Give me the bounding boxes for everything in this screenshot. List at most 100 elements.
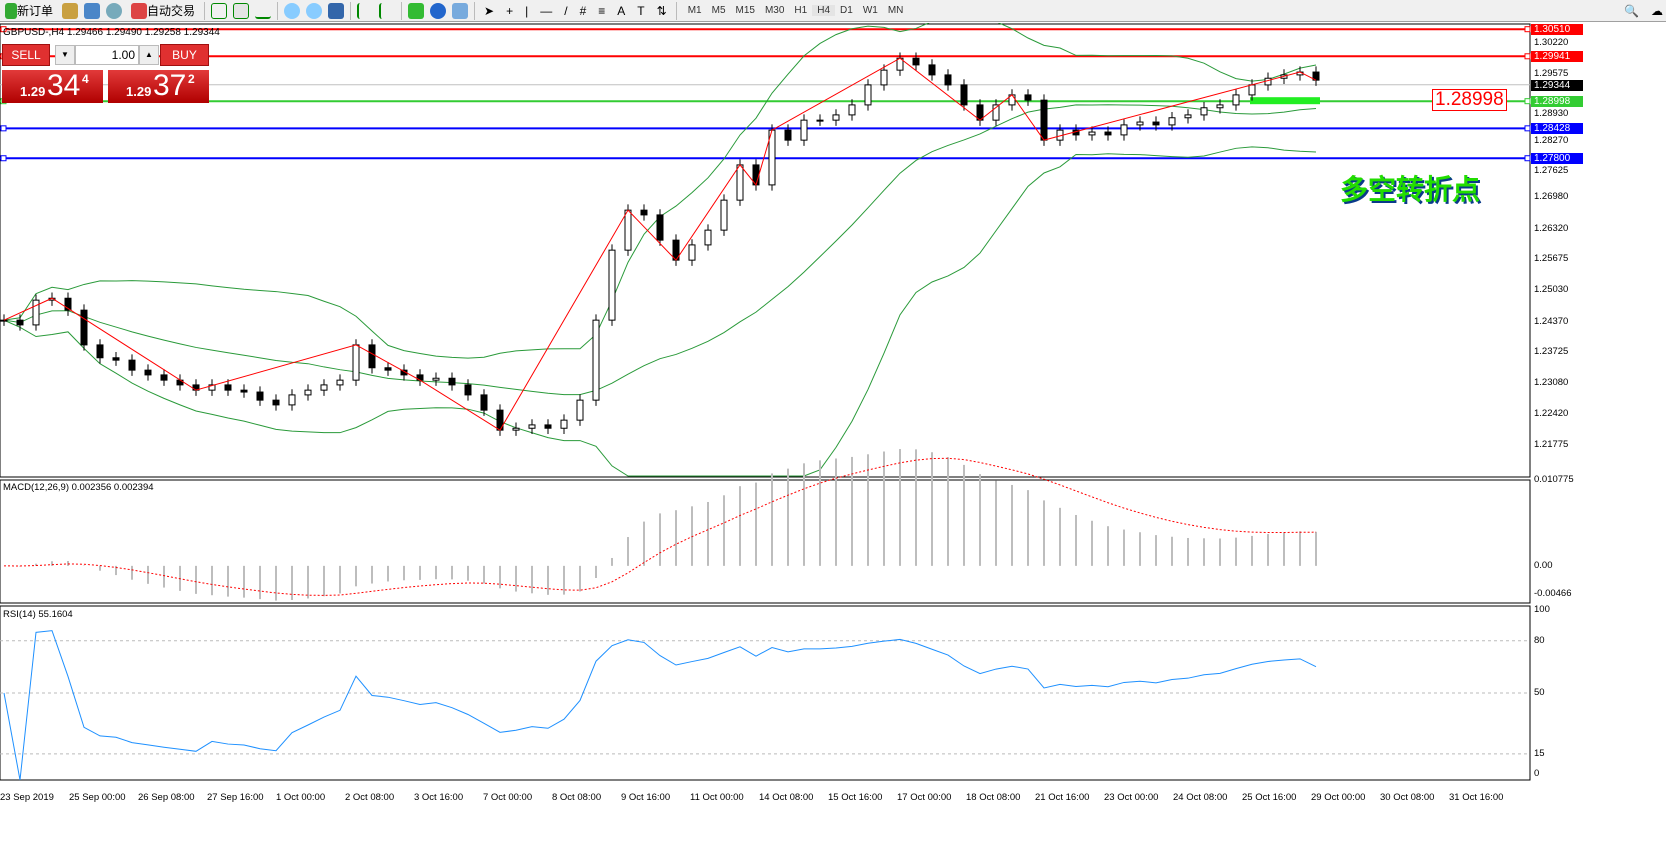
time-axis-label: 7 Oct 00:00 bbox=[483, 792, 533, 803]
candle bbox=[624, 209, 632, 251]
volume-down-button[interactable]: ▼ bbox=[55, 45, 75, 65]
level-price-label: 1.28998 bbox=[1531, 96, 1583, 108]
sell-button[interactable]: SELL bbox=[2, 44, 50, 66]
time-axis-label: 24 Oct 08:00 bbox=[1173, 792, 1228, 803]
text-icon[interactable]: A bbox=[617, 3, 626, 18]
market-watch-icon[interactable] bbox=[62, 2, 79, 19]
line-handle bbox=[1524, 26, 1531, 33]
candle bbox=[512, 427, 520, 431]
text-label-icon[interactable]: T bbox=[637, 3, 645, 18]
zoom-in-icon[interactable] bbox=[284, 2, 301, 19]
candle bbox=[688, 244, 696, 261]
candle bbox=[1200, 107, 1208, 116]
candle bbox=[640, 209, 648, 216]
line-chart-icon[interactable] bbox=[255, 3, 272, 19]
pivot-annotation: 多空转折点 bbox=[1340, 173, 1481, 206]
candle bbox=[592, 319, 600, 401]
timeframe-h1[interactable]: H1 bbox=[794, 5, 808, 16]
autoscroll-icon[interactable] bbox=[357, 2, 373, 19]
time-axis-label: 27 Sep 16:00 bbox=[207, 792, 264, 803]
candle bbox=[352, 344, 360, 381]
chart-shift-icon[interactable] bbox=[379, 2, 395, 19]
timeframe-mn[interactable]: MN bbox=[887, 5, 904, 16]
candle bbox=[800, 119, 808, 141]
level-price-label: 1.28428 bbox=[1531, 123, 1583, 135]
level-price-label: 1.29344 bbox=[1531, 79, 1583, 91]
candle bbox=[928, 64, 936, 76]
candle bbox=[1088, 131, 1096, 136]
auto-trading-button[interactable]: 自动交易 bbox=[128, 1, 198, 21]
candle bbox=[448, 377, 456, 386]
price-tick: 1.27625 bbox=[1534, 165, 1569, 177]
new-order-button[interactable]: 新订单 bbox=[2, 1, 56, 21]
sell-price[interactable]: 1.29 34 4 bbox=[2, 69, 103, 103]
indicators-icon[interactable] bbox=[408, 2, 425, 19]
signal-icon[interactable] bbox=[106, 2, 123, 19]
time-axis-label: 14 Oct 08:00 bbox=[759, 792, 814, 803]
candle bbox=[576, 399, 584, 421]
time-axis-label: 15 Oct 16:00 bbox=[828, 792, 883, 803]
timeframe-w1[interactable]: W1 bbox=[862, 5, 878, 16]
chat-icon[interactable]: ☁ bbox=[1651, 3, 1663, 18]
line-handle bbox=[1524, 98, 1531, 105]
fibonacci-icon[interactable]: ≡ bbox=[598, 3, 606, 18]
timeframe-m5[interactable]: M5 bbox=[711, 5, 726, 16]
time-axis-label: 9 Oct 16:00 bbox=[621, 792, 671, 803]
candle bbox=[80, 309, 88, 346]
buy-price[interactable]: 1.29 37 2 bbox=[108, 69, 209, 103]
arrows-icon[interactable]: ⇅ bbox=[656, 3, 667, 18]
price-tick: 1.24370 bbox=[1534, 315, 1569, 327]
navigator-icon[interactable] bbox=[84, 2, 101, 19]
periods-clock-icon[interactable] bbox=[430, 2, 447, 19]
bollinger-middle bbox=[3, 104, 1317, 396]
candle bbox=[944, 74, 952, 86]
cursor-icon[interactable]: ➤ bbox=[484, 3, 495, 18]
buy-button[interactable]: BUY bbox=[160, 44, 209, 66]
divider bbox=[277, 1, 279, 20]
time-axis-label: 2 Oct 08:00 bbox=[345, 792, 395, 803]
horizontal-line-icon[interactable]: — bbox=[540, 3, 553, 18]
bar-chart-icon[interactable] bbox=[211, 2, 228, 19]
trendline-icon[interactable]: / bbox=[564, 3, 568, 18]
time-axis-label: 23 Sep 2019 bbox=[0, 792, 54, 803]
price-tick: 1.28270 bbox=[1534, 135, 1569, 147]
level-price-label: 1.30510 bbox=[1531, 24, 1583, 36]
tile-windows-icon[interactable] bbox=[328, 2, 345, 19]
candle bbox=[464, 384, 472, 396]
search-icon[interactable]: 🔍 bbox=[1624, 3, 1639, 18]
bollinger-lower bbox=[3, 146, 1317, 477]
chart-area[interactable] bbox=[0, 23, 1666, 800]
time-axis-label: 18 Oct 08:00 bbox=[966, 792, 1021, 803]
candlestick-icon[interactable] bbox=[233, 2, 250, 19]
line-handle bbox=[0, 26, 7, 33]
level-price-label: 1.27800 bbox=[1531, 153, 1583, 165]
volume-up-button[interactable]: ▲ bbox=[139, 45, 159, 65]
timeframe-m15[interactable]: M15 bbox=[735, 5, 755, 16]
highlight-zone bbox=[1250, 97, 1320, 105]
timeframe-m1[interactable]: M1 bbox=[687, 5, 702, 16]
time-axis-label: 11 Oct 00:00 bbox=[690, 792, 744, 803]
timeframe-d1[interactable]: D1 bbox=[840, 5, 853, 16]
zoom-out-icon[interactable] bbox=[306, 2, 323, 19]
candle bbox=[288, 394, 296, 406]
time-axis-label: 21 Oct 16:00 bbox=[1035, 792, 1090, 803]
timeframe-m30[interactable]: M30 bbox=[764, 5, 785, 16]
candle bbox=[1168, 117, 1176, 126]
vertical-line-icon[interactable]: | bbox=[525, 3, 529, 18]
rsi-tick: 0 bbox=[1534, 768, 1540, 779]
main-pane bbox=[0, 23, 1531, 478]
candle bbox=[480, 394, 488, 411]
templates-icon[interactable] bbox=[452, 2, 469, 19]
timeframe-h4[interactable]: H4 bbox=[812, 5, 836, 16]
volume-input[interactable] bbox=[75, 45, 139, 65]
candle bbox=[1152, 121, 1160, 126]
crosshair-icon[interactable]: + bbox=[506, 3, 514, 18]
candle bbox=[240, 389, 248, 393]
candle bbox=[384, 367, 392, 371]
candle bbox=[880, 69, 888, 86]
macd-tick: 0.00 bbox=[1534, 559, 1553, 571]
candle bbox=[848, 104, 856, 116]
equidistant-channel-icon[interactable]: # bbox=[579, 3, 587, 18]
macd-signal-line bbox=[3, 457, 1317, 596]
